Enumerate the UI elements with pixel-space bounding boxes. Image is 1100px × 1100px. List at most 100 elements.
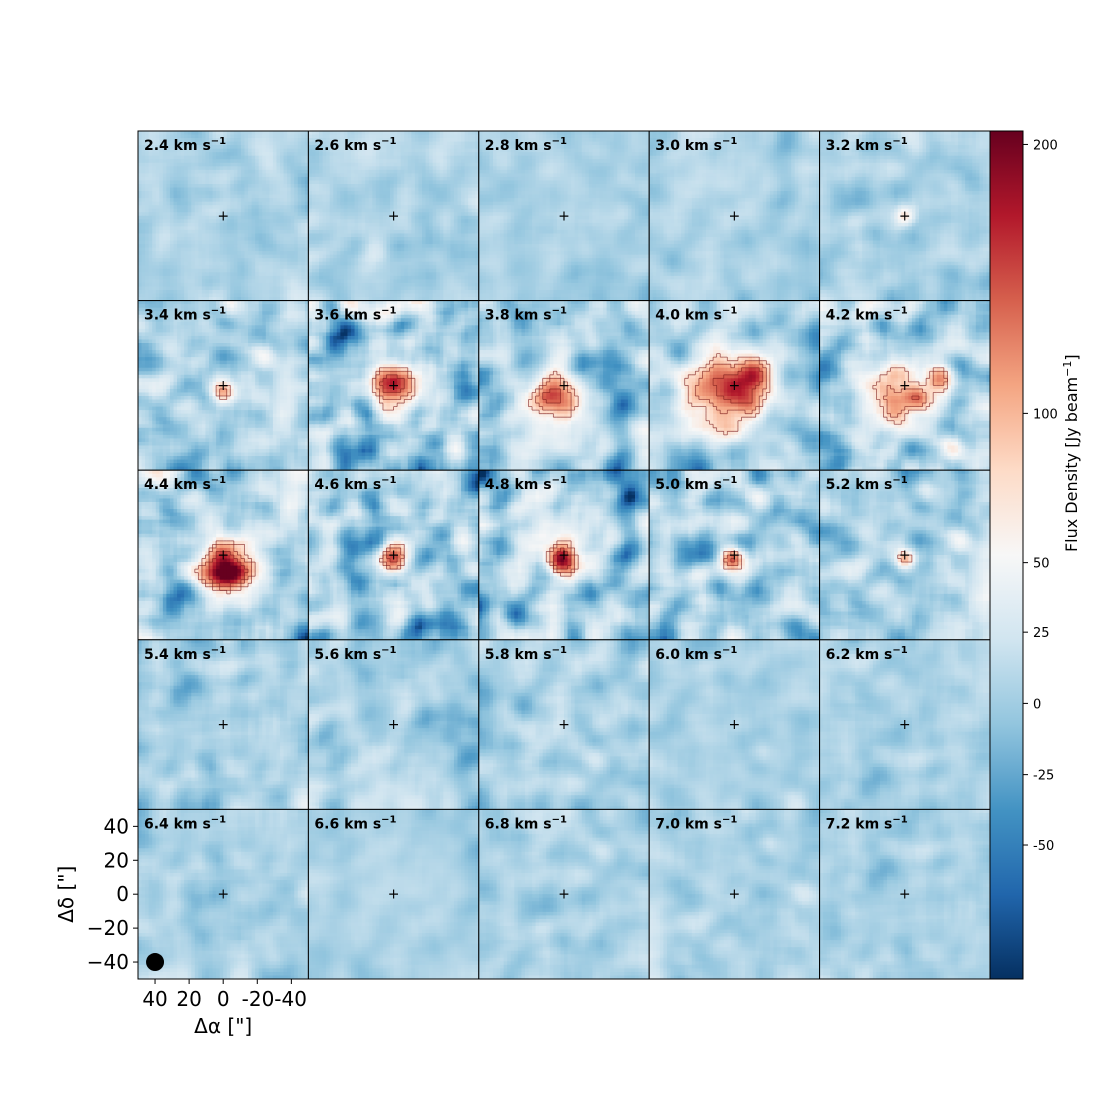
center-marker: + <box>729 717 741 733</box>
channel-label: 6.8 km s−1 <box>485 814 567 832</box>
channel-image <box>819 300 990 471</box>
channel-label: 7.2 km s−1 <box>826 814 908 832</box>
channel-panel: +2.4 km s−1 <box>137 130 309 302</box>
center-marker: + <box>729 887 741 903</box>
channel-label: 4.6 km s−1 <box>314 475 396 493</box>
channel-image <box>308 470 479 640</box>
y-tick-label: 20 <box>104 848 129 872</box>
channel-panel: +2.6 km s−1 <box>307 130 480 302</box>
channel-image <box>308 639 479 810</box>
channel-image <box>819 470 990 640</box>
y-tick-label: −40 <box>87 950 129 974</box>
channel-image <box>138 131 309 301</box>
channel-panel: +5.2 km s−1 <box>819 469 991 641</box>
channel-panel: +5.4 km s−1 <box>137 639 309 810</box>
beam-marker <box>146 953 165 972</box>
channel-image <box>478 300 650 471</box>
channel-panel: +3.4 km s−1 <box>137 300 309 471</box>
colorbar-tick-label: 50 <box>1033 557 1050 572</box>
colorbar-tick-label: 0 <box>1033 697 1041 712</box>
center-marker: + <box>558 548 570 564</box>
channel-label: 4.0 km s−1 <box>655 306 737 324</box>
channel-image <box>308 300 479 471</box>
channel-label: 5.6 km s−1 <box>314 645 396 663</box>
colorbar-tick-label: -50 <box>1033 839 1054 854</box>
center-marker: + <box>558 717 570 733</box>
center-marker: + <box>388 717 400 733</box>
center-marker: + <box>899 548 911 564</box>
channel-image <box>308 131 479 301</box>
colorbar-tick-label: -25 <box>1033 769 1054 784</box>
channel-label: 3.2 km s−1 <box>826 136 908 154</box>
channel-label: 6.6 km s−1 <box>314 814 396 832</box>
center-marker: + <box>558 887 570 903</box>
colorbar-tick-label: 25 <box>1033 626 1050 641</box>
channel-image <box>649 809 820 980</box>
colorbar-gradient <box>989 130 1024 980</box>
channel-image <box>478 470 650 640</box>
channel-panel: +3.2 km s−1 <box>819 130 991 302</box>
center-marker: + <box>217 887 229 903</box>
center-marker: + <box>388 548 400 564</box>
channel-image <box>308 809 479 980</box>
y-tick-label: −20 <box>87 916 129 940</box>
channel-label: 7.0 km s−1 <box>655 814 737 832</box>
channel-panel: +6.2 km s−1 <box>819 639 991 810</box>
channel-panel: +4.6 km s−1 <box>307 469 480 641</box>
channel-image <box>819 131 990 301</box>
channel-panels: +2.4 km s−1+2.6 km s−1+2.8 km s−1+3.0 km… <box>137 130 991 980</box>
center-marker: + <box>729 208 741 224</box>
channel-image <box>138 809 309 980</box>
channel-label: 5.4 km s−1 <box>144 645 226 663</box>
channel-image <box>138 639 309 810</box>
channel-label: 6.4 km s−1 <box>144 814 226 832</box>
channel-label: 6.0 km s−1 <box>655 645 737 663</box>
center-marker: + <box>388 887 400 903</box>
channel-panel: +4.4 km s−1 <box>137 469 309 641</box>
channel-panel: +6.6 km s−1 <box>307 808 480 980</box>
channel-panel: +5.6 km s−1 <box>307 639 480 810</box>
center-marker: + <box>729 378 741 394</box>
channel-label: 2.4 km s−1 <box>144 136 226 154</box>
channel-panel: +4.2 km s−1 <box>819 300 991 471</box>
colorbar-tick-label: 200 <box>1033 138 1058 153</box>
channel-label: 5.8 km s−1 <box>485 645 567 663</box>
center-marker: + <box>899 887 911 903</box>
x-tick-label: -20-40 <box>242 987 307 1011</box>
channel-label: 4.4 km s−1 <box>144 475 226 493</box>
y-tick-label: 0 <box>116 882 129 906</box>
channel-label: 6.2 km s−1 <box>826 645 908 663</box>
center-marker: + <box>217 717 229 733</box>
channel-image <box>138 470 309 640</box>
colorbar-tick-label: 100 <box>1033 407 1058 422</box>
channel-image <box>478 131 650 301</box>
channel-image <box>478 809 650 980</box>
colorbar-label: Flux Density [Jy beam−1] <box>1061 354 1081 552</box>
channel-label: 5.0 km s−1 <box>655 475 737 493</box>
channel-panel: +3.0 km s−1 <box>648 130 821 302</box>
channel-panel: +3.6 km s−1 <box>307 300 480 471</box>
channel-label: 2.8 km s−1 <box>485 136 567 154</box>
channel-label: 3.4 km s−1 <box>144 306 226 324</box>
y-tick-label: 40 <box>104 814 129 838</box>
channel-panel: +5.8 km s−1 <box>478 639 650 810</box>
channel-panel: +6.0 km s−1 <box>648 639 821 810</box>
center-marker: + <box>217 378 229 394</box>
channel-image <box>478 639 650 810</box>
channel-panel: +6.4 km s−1 <box>137 808 309 980</box>
channel-label: 4.2 km s−1 <box>826 306 908 324</box>
center-marker: + <box>899 208 911 224</box>
channel-label: 3.6 km s−1 <box>314 306 396 324</box>
channel-image <box>649 131 820 301</box>
y-axis-label: Δδ ["] <box>54 866 78 923</box>
center-marker: + <box>899 717 911 733</box>
channel-label: 4.8 km s−1 <box>485 475 567 493</box>
x-tick-label: 0 <box>217 987 230 1011</box>
axes-annotations: 40 20 0 −20 −40 40 20 0 -20-40 Δα ["] Δδ ["] <box>54 814 307 1038</box>
channel-panel: +4.0 km s−1 <box>648 300 821 471</box>
x-axis-label: Δα ["] <box>194 1014 252 1038</box>
channel-label: 3.0 km s−1 <box>655 136 737 154</box>
channel-panel: +6.8 km s−1 <box>478 808 650 980</box>
channel-panel: +7.2 km s−1 <box>819 808 991 980</box>
colorbar: 200 100 50 25 0 -25 -50 Flux Density [Jy beam−1… <box>989 130 1081 980</box>
